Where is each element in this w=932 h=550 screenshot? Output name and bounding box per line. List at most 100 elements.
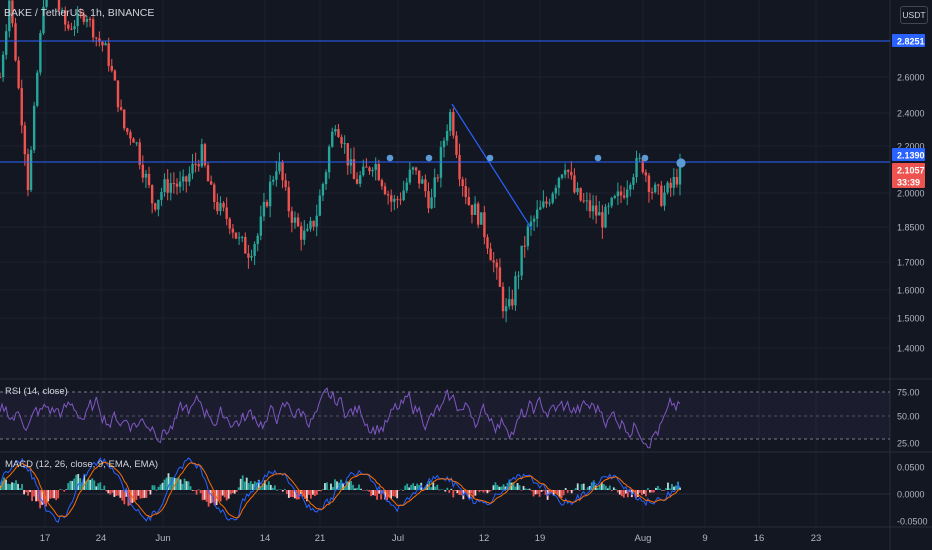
macd-bar — [342, 483, 344, 490]
macd-bar — [103, 485, 106, 490]
candle — [523, 236, 526, 258]
svg-text:2.1390: 2.1390 — [897, 151, 925, 161]
candle — [669, 178, 672, 197]
macd-bar — [21, 484, 23, 490]
currency-button[interactable]: USDT — [900, 6, 928, 24]
candle — [368, 166, 371, 175]
macd-bar — [596, 487, 599, 490]
macd-bar — [171, 477, 174, 490]
macd-bar — [229, 490, 232, 495]
macd-bar — [558, 490, 561, 498]
drawing-tools[interactable] — [386, 103, 686, 230]
candle — [70, 22, 73, 31]
candle — [393, 194, 396, 211]
macd-bar — [340, 479, 342, 490]
candle — [104, 41, 107, 46]
candle — [653, 182, 657, 194]
candle — [231, 224, 235, 239]
macd-bar — [560, 490, 563, 499]
horizontal-lines[interactable] — [0, 40, 890, 163]
time-tick-0: 17 — [40, 533, 51, 544]
candle — [445, 124, 449, 146]
candle — [433, 168, 436, 208]
macd-bar — [65, 489, 68, 490]
macd-bar — [618, 490, 621, 495]
macd-bar — [500, 486, 503, 490]
candle — [253, 241, 256, 266]
macd-bar — [622, 490, 625, 498]
time-tick-9: 9 — [702, 533, 707, 544]
macd-bar — [225, 490, 228, 501]
candle — [309, 216, 312, 232]
macd-bar — [27, 490, 29, 496]
macd-bar — [237, 487, 240, 490]
macd-bar — [41, 490, 44, 505]
candle — [331, 127, 334, 148]
macd-bar — [93, 480, 96, 490]
candle — [542, 190, 545, 209]
time-tick-5: Jul — [392, 533, 404, 544]
price-tick-0: 2.6000 — [897, 73, 925, 83]
candle — [216, 193, 219, 215]
macd-bar — [111, 490, 114, 493]
macd-bar — [213, 490, 216, 506]
candle — [113, 69, 117, 81]
macd-bar — [647, 488, 649, 490]
macd-bar — [153, 485, 156, 490]
macd-bar — [642, 490, 645, 494]
macd-bar — [486, 490, 489, 494]
candle — [508, 286, 511, 310]
macd-bar — [663, 490, 665, 491]
macd-bar — [346, 481, 348, 490]
macd-bar — [362, 490, 364, 491]
signal-line[interactable] — [0, 461, 681, 519]
candle — [594, 195, 598, 224]
candle — [88, 16, 92, 27]
candle — [45, 0, 48, 9]
resistance-marker-1[interactable] — [425, 154, 433, 162]
resistance-marker-4[interactable] — [641, 154, 649, 162]
price-tag-2: 2.1057 — [892, 163, 925, 176]
macd-bar — [398, 490, 401, 491]
macd-bar — [366, 489, 368, 491]
macd-bar — [328, 489, 330, 491]
candle — [613, 194, 616, 200]
candle — [315, 204, 318, 237]
macd-bar — [612, 487, 615, 490]
resistance-marker-5[interactable] — [676, 158, 686, 168]
time-axis[interactable]: 17 24 Jun 14 21 Jul 12 19 Aug 9 16 23 — [40, 533, 822, 544]
macd-bar — [193, 490, 196, 491]
macd-tick-0: 0.0500 — [897, 463, 925, 473]
rsi-line[interactable] — [0, 387, 681, 449]
candle — [147, 166, 151, 189]
resistance-marker-0[interactable] — [386, 154, 394, 162]
macd-bar — [410, 484, 413, 490]
candle — [213, 182, 216, 210]
candle — [126, 127, 129, 136]
macd-bar — [576, 483, 579, 490]
macd-bar — [376, 490, 379, 500]
resistance-marker-2[interactable] — [486, 154, 494, 162]
macd-bar — [29, 490, 31, 493]
candle — [324, 169, 328, 190]
candle — [346, 143, 349, 175]
macd-bar — [414, 486, 417, 490]
candle — [467, 187, 471, 206]
macd-bar — [380, 490, 383, 500]
candle — [278, 152, 281, 175]
macd-bar — [51, 490, 54, 499]
macd-bar — [526, 488, 529, 490]
candle — [318, 189, 322, 217]
price-axis[interactable]: 2.6000 2.4000 2.2000 2.0000 1.8500 1.7000 1.60… — [897, 73, 928, 527]
macd-bar — [281, 490, 284, 492]
trend-line[interactable] — [451, 103, 533, 230]
candle — [647, 172, 651, 203]
macd-bar — [430, 487, 433, 490]
resistance-marker-3[interactable] — [594, 154, 602, 162]
candle — [8, 0, 11, 38]
candle — [244, 232, 247, 254]
macd-bar — [470, 490, 473, 494]
macd-bar — [592, 480, 595, 490]
candle — [526, 224, 530, 251]
